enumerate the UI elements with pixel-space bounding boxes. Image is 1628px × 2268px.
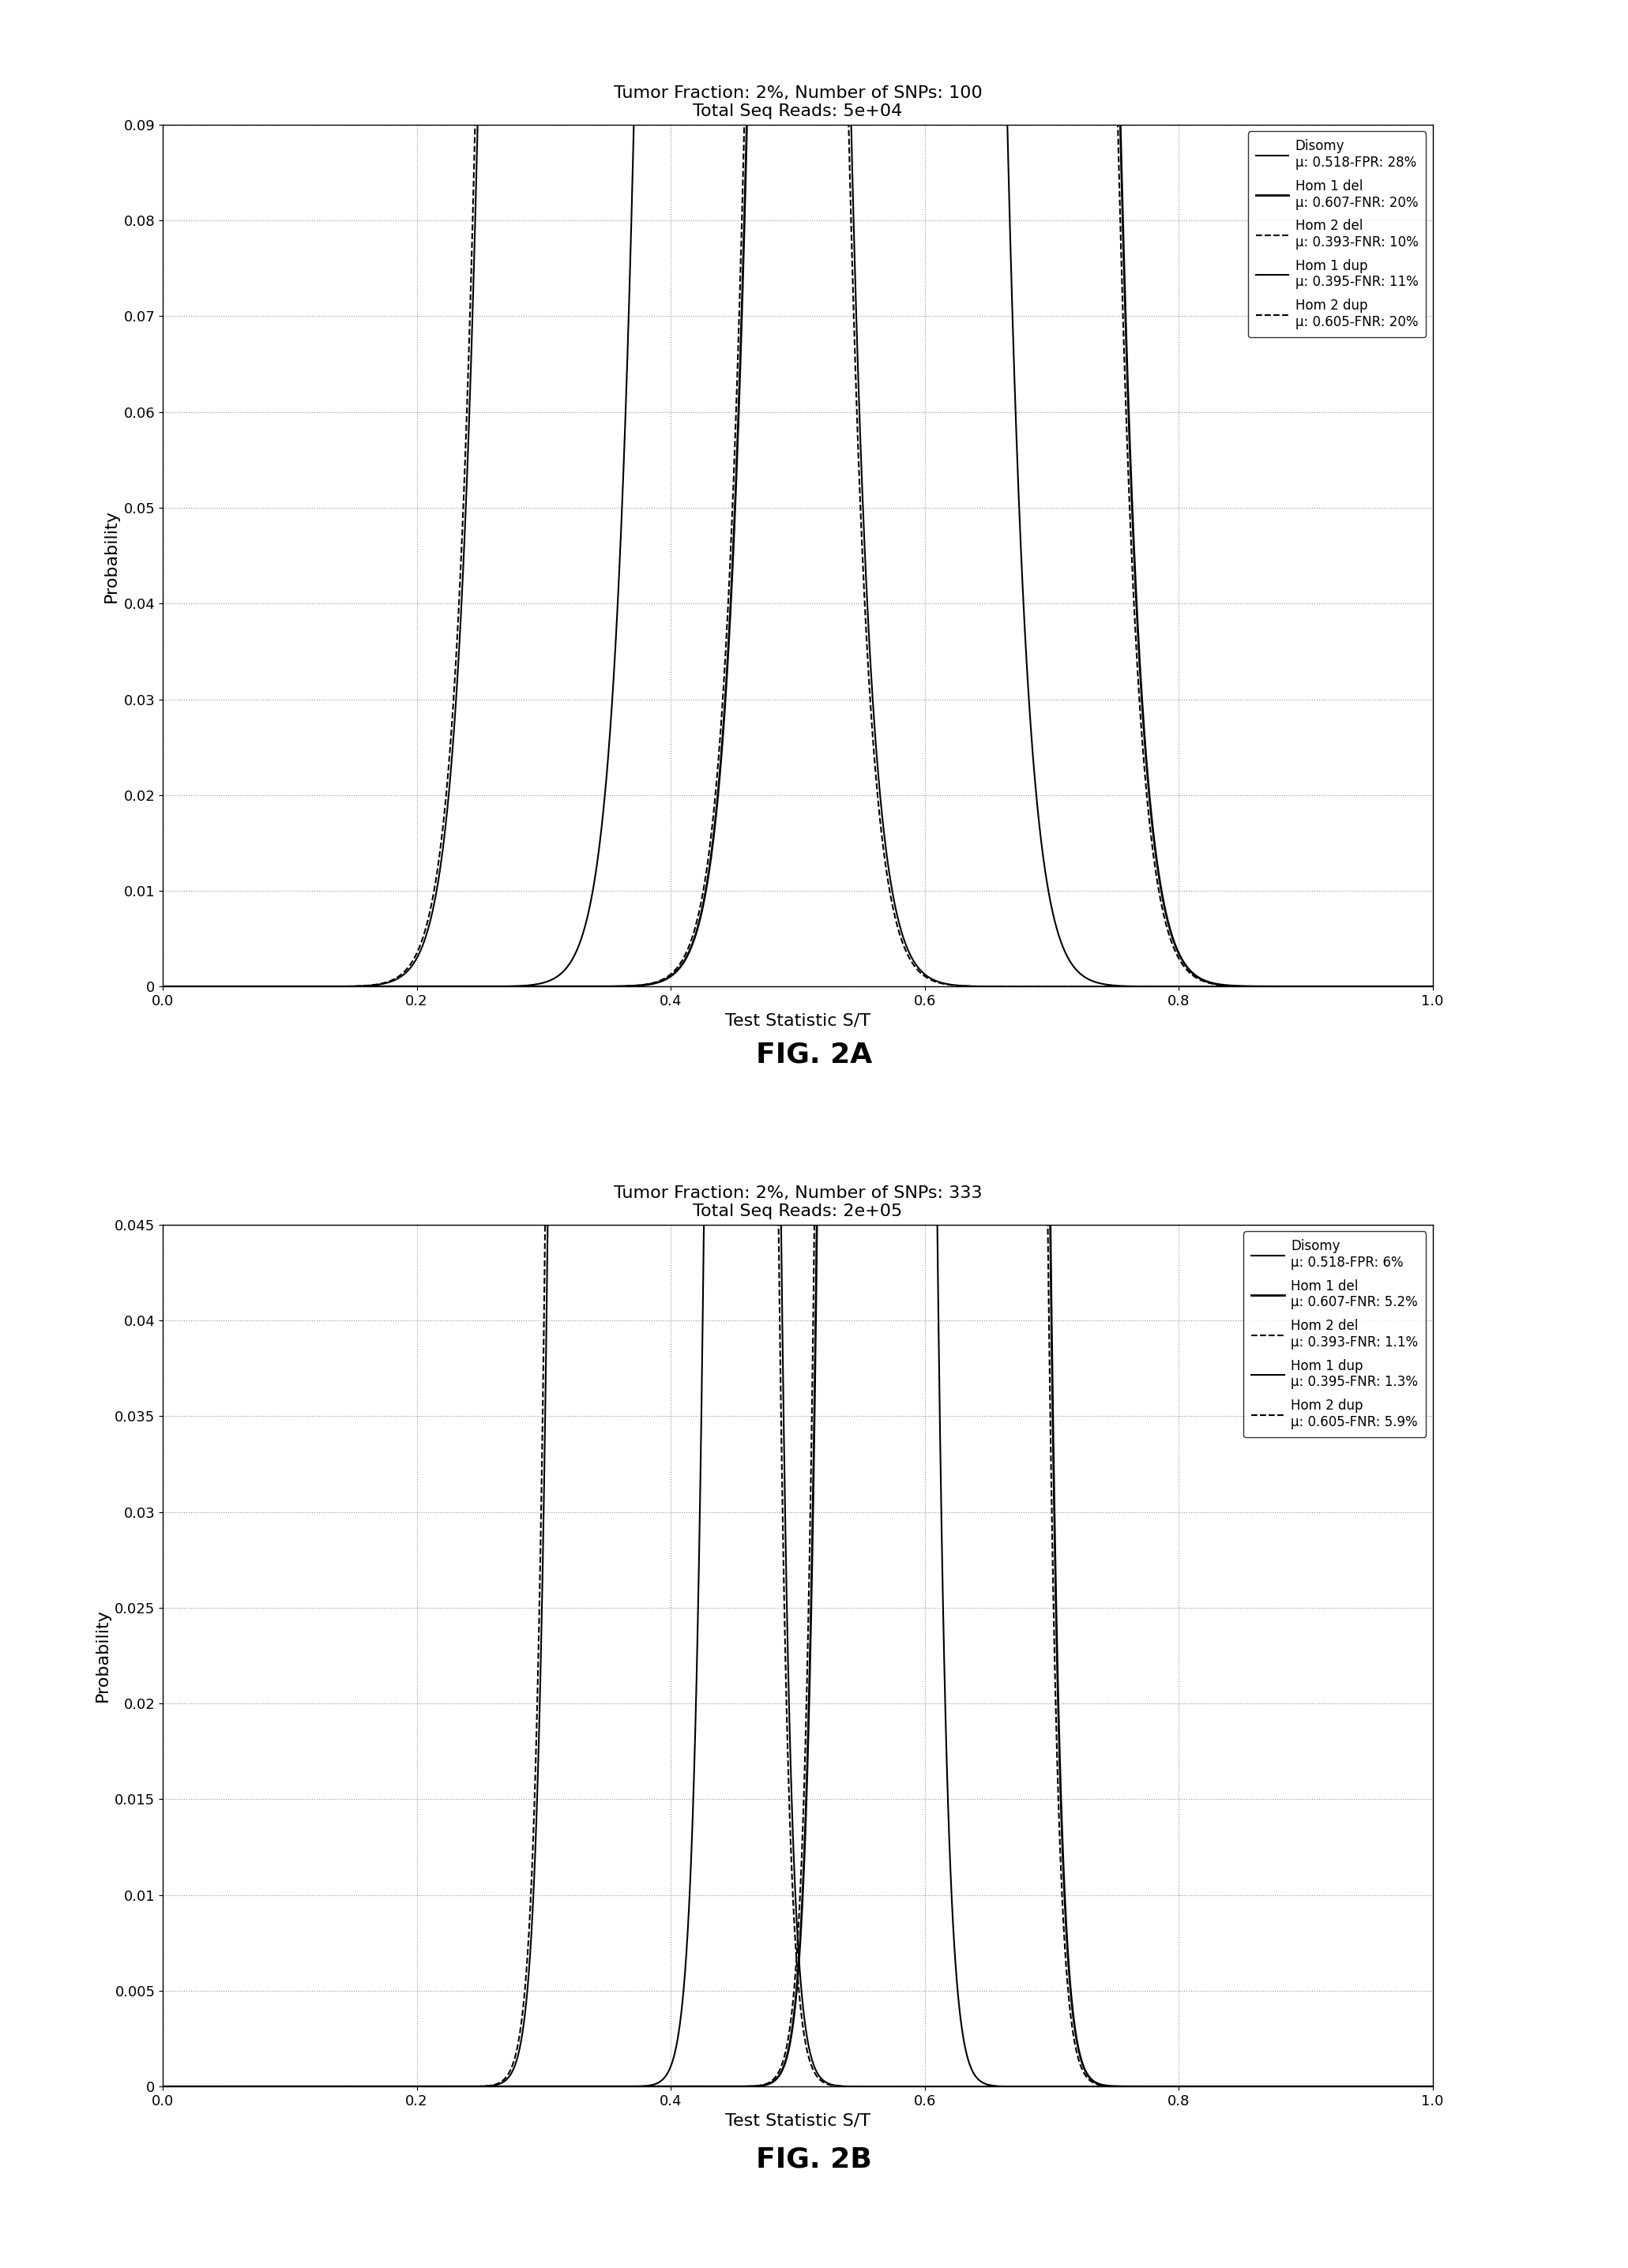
Title: Tumor Fraction: 2%, Number of SNPs: 100
Total Seq Reads: 5e+04: Tumor Fraction: 2%, Number of SNPs: 100 … bbox=[614, 84, 982, 120]
Text: FIG. 2A: FIG. 2A bbox=[755, 1041, 873, 1068]
Legend: Disomy
μ: 0.518-FPR: 28%, Hom 1 del
μ: 0.607-FNR: 20%, Hom 2 del
μ: 0.393-FNR: 1: Disomy μ: 0.518-FPR: 28%, Hom 1 del μ: 0… bbox=[1247, 132, 1426, 338]
Legend: Disomy
μ: 0.518-FPR: 6%, Hom 1 del
μ: 0.607-FNR: 5.2%, Hom 2 del
μ: 0.393-FNR: 1: Disomy μ: 0.518-FPR: 6%, Hom 1 del μ: 0.… bbox=[1244, 1232, 1426, 1438]
X-axis label: Test Statistic S/T: Test Statistic S/T bbox=[724, 2114, 871, 2130]
Text: FIG. 2B: FIG. 2B bbox=[755, 2146, 873, 2173]
Y-axis label: Probability: Probability bbox=[104, 508, 119, 603]
Y-axis label: Probability: Probability bbox=[94, 1608, 111, 1703]
Title: Tumor Fraction: 2%, Number of SNPs: 333
Total Seq Reads: 2e+05: Tumor Fraction: 2%, Number of SNPs: 333 … bbox=[614, 1184, 982, 1220]
X-axis label: Test Statistic S/T: Test Statistic S/T bbox=[724, 1014, 871, 1030]
